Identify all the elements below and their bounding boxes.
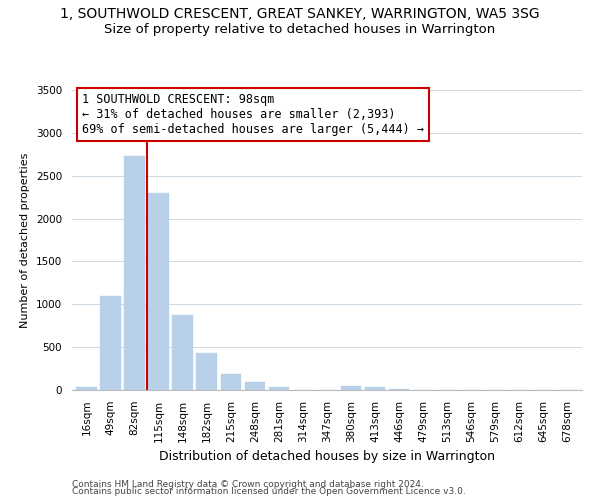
Bar (269, 386, 289, 390)
Bar (221, 374, 241, 390)
Bar (365, 388, 385, 390)
Y-axis label: Number of detached properties: Number of detached properties (20, 152, 31, 328)
Bar (245, 382, 265, 390)
X-axis label: Distribution of detached houses by size in Warrington: Distribution of detached houses by size … (159, 450, 495, 463)
Text: 1, SOUTHWOLD CRESCENT, GREAT SANKEY, WARRINGTON, WA5 3SG: 1, SOUTHWOLD CRESCENT, GREAT SANKEY, WAR… (60, 8, 540, 22)
Bar (124, 156, 145, 390)
Text: 1 SOUTHWOLD CRESCENT: 98sqm
← 31% of detached houses are smaller (2,393)
69% of : 1 SOUTHWOLD CRESCENT: 98sqm ← 31% of det… (82, 93, 424, 136)
Bar (389, 389, 409, 390)
Text: Contains public sector information licensed under the Open Government Licence v3: Contains public sector information licen… (72, 488, 466, 496)
Text: Contains HM Land Registry data © Crown copyright and database right 2024.: Contains HM Land Registry data © Crown c… (72, 480, 424, 489)
Bar (148, 193, 169, 390)
Text: Size of property relative to detached houses in Warrington: Size of property relative to detached ho… (104, 22, 496, 36)
Bar (76, 386, 97, 390)
Bar (100, 296, 121, 390)
Bar (196, 353, 217, 390)
Bar (172, 314, 193, 390)
Bar (341, 386, 361, 390)
